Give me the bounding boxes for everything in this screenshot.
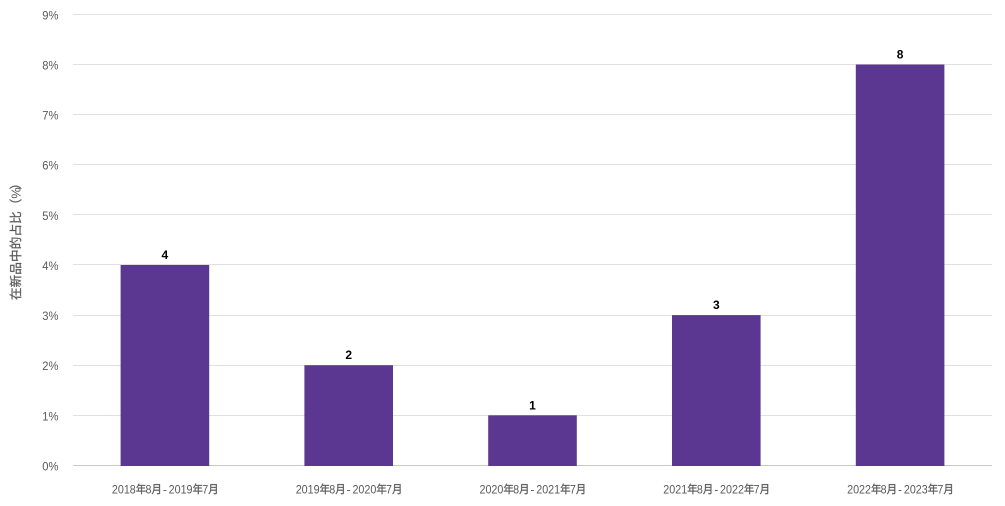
svg-text:2018: 2018	[112, 482, 136, 496]
svg-text:2022: 2022	[720, 482, 744, 496]
svg-text:%: %	[9, 187, 23, 198]
svg-text:-: -	[530, 482, 534, 496]
svg-text:7: 7	[754, 482, 760, 496]
svg-text:-: -	[347, 482, 351, 496]
svg-text:7: 7	[937, 482, 943, 496]
svg-text:8%: 8%	[42, 59, 59, 73]
svg-text:8: 8	[329, 482, 335, 496]
svg-text:4%: 4%	[42, 259, 59, 273]
svg-text:1%: 1%	[42, 409, 59, 423]
svg-text:7: 7	[570, 482, 576, 496]
svg-text:2%: 2%	[42, 359, 59, 373]
svg-text:-: -	[898, 482, 902, 496]
svg-text:5%: 5%	[42, 209, 59, 223]
svg-text:7: 7	[202, 482, 208, 496]
svg-text:2022: 2022	[847, 482, 871, 496]
svg-text:8: 8	[897, 48, 904, 62]
svg-text:8: 8	[697, 482, 703, 496]
svg-text:2019: 2019	[296, 482, 320, 496]
svg-text:2023: 2023	[904, 482, 928, 496]
svg-text:8: 8	[881, 482, 887, 496]
svg-text:4: 4	[162, 248, 169, 262]
svg-text:6%: 6%	[42, 159, 59, 173]
svg-text:2: 2	[345, 348, 352, 362]
svg-text:3: 3	[713, 298, 720, 312]
svg-text:2021: 2021	[536, 482, 560, 496]
svg-text:2021: 2021	[663, 482, 687, 496]
svg-text:1: 1	[529, 398, 536, 412]
svg-text:-: -	[163, 482, 167, 496]
svg-text:3%: 3%	[42, 309, 59, 323]
svg-text:8: 8	[513, 482, 519, 496]
svg-text:8: 8	[145, 482, 151, 496]
svg-text:2020: 2020	[352, 482, 376, 496]
svg-text:0%: 0%	[42, 459, 59, 473]
svg-text:7%: 7%	[42, 109, 59, 123]
svg-text:2020: 2020	[480, 482, 504, 496]
svg-text:-: -	[714, 482, 718, 496]
svg-text:7: 7	[386, 482, 392, 496]
svg-text:2019: 2019	[169, 482, 193, 496]
svg-text:9%: 9%	[42, 8, 59, 22]
